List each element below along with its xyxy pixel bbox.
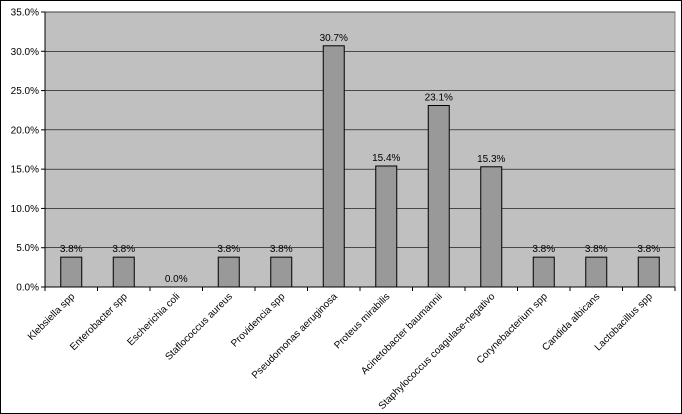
y-tick-label: 30.0% xyxy=(11,47,39,58)
bar xyxy=(427,105,450,288)
bar xyxy=(322,45,345,288)
y-tick-label: 10.0% xyxy=(11,204,39,215)
x-category-label: Klebsiella spp xyxy=(26,291,78,343)
data-label: 0.0% xyxy=(165,274,188,285)
data-label: 15.3% xyxy=(477,154,505,165)
x-category-label: Providencia spp xyxy=(229,291,287,349)
gridlines xyxy=(41,11,675,288)
x-category-label: Enterobacter spp xyxy=(68,291,130,353)
bar xyxy=(60,256,83,288)
data-label: 3.8% xyxy=(217,244,240,255)
bar xyxy=(532,256,555,288)
y-tick-label: 35.0% xyxy=(11,8,39,19)
data-labels: 3.8% 3.8% 0.0% 3.8% 3.8% 30.7% 15.4% 23.1% 15.3%… xyxy=(60,33,660,285)
x-category-label: Escherichia coli xyxy=(125,291,182,348)
bars xyxy=(60,45,660,288)
x-category-label: Lactobacillus spp xyxy=(593,291,655,353)
plot-area xyxy=(44,11,676,288)
data-label: 23.1% xyxy=(425,93,453,104)
bar xyxy=(112,256,135,288)
y-tick-label: 25.0% xyxy=(11,86,39,97)
data-label: 30.7% xyxy=(320,33,348,44)
x-category-label: Pseudomonas aeruginosa xyxy=(250,291,340,381)
y-tick-label: 20.0% xyxy=(11,125,39,136)
data-label: 3.8% xyxy=(112,244,135,255)
bar xyxy=(585,256,608,288)
bar xyxy=(375,165,398,288)
bar xyxy=(637,256,660,288)
y-tick-label: 15.0% xyxy=(11,165,39,176)
y-tick-label: 0.0% xyxy=(16,283,39,294)
data-label: 3.8% xyxy=(532,244,555,255)
x-category-label: Proteus mirabilis xyxy=(332,291,392,351)
data-label: 3.8% xyxy=(270,244,293,255)
data-label: 15.4% xyxy=(372,153,400,164)
bar xyxy=(480,166,503,288)
y-tick-label: 5.0% xyxy=(16,243,39,254)
bar xyxy=(270,256,293,288)
data-label: 3.8% xyxy=(60,244,83,255)
y-axis-tick-labels: 0.0% 5.0% 10.0% 15.0% 20.0% 25.0% 30.0% 35.0% xyxy=(11,8,39,294)
data-label: 3.8% xyxy=(637,244,660,255)
x-category-label: Staphylococcus coagulase-negativo xyxy=(377,291,498,412)
bar xyxy=(217,256,240,288)
data-label: 3.8% xyxy=(585,244,608,255)
